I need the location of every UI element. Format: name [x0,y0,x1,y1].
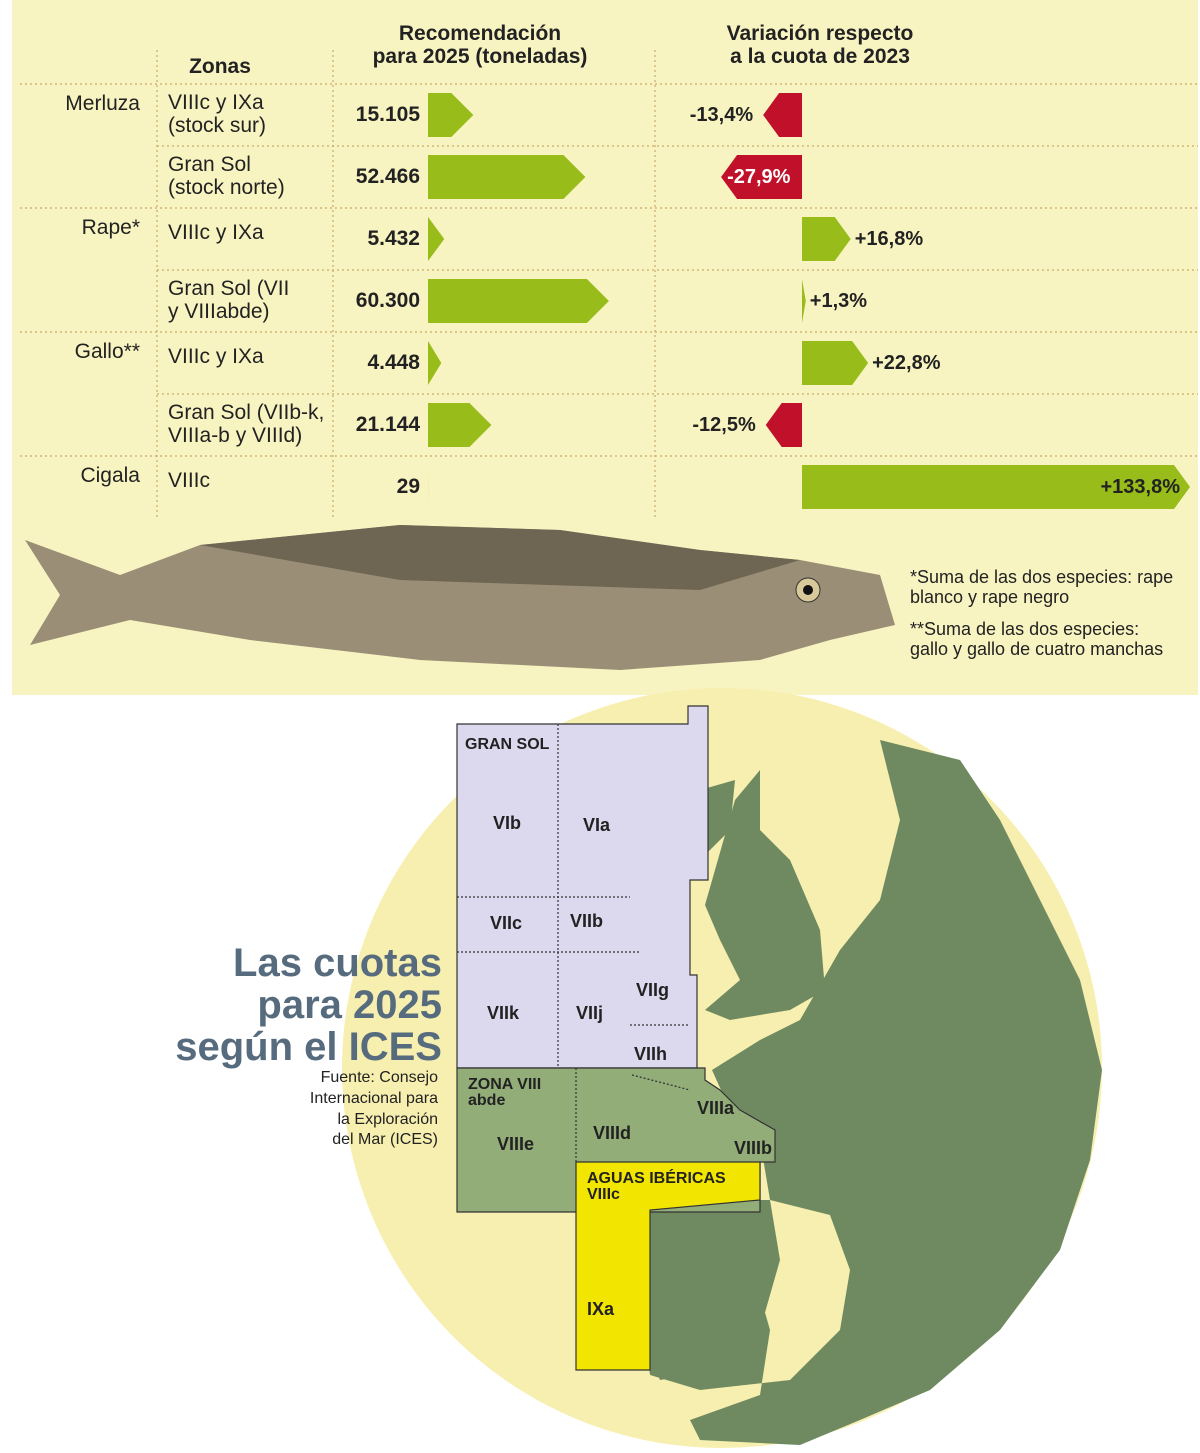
species-label: Merluza [65,92,140,115]
variation-label: +22,8% [872,352,941,374]
variation-label: -12,5% [692,414,756,436]
tonnes-label: 4.448 [367,351,420,374]
zone-map-label: VIIh [634,1044,668,1064]
tonnes-label: 52.466 [355,165,420,188]
variation-label: -27,9% [727,166,791,188]
variation-bar [802,341,869,385]
zone-map-label: VIIg [636,980,670,1000]
zone-map-label: VIb [493,813,522,833]
zone-map-label: VIIj [576,1003,604,1023]
footnote: *Suma de las dos especies: rape blanco y… [910,567,1174,607]
zone-map-label: VIIc [490,913,523,933]
variation-bar [763,93,802,137]
variation-bar [802,279,806,323]
tonnes-label: 21.144 [355,413,420,436]
zone-label: VIIIc y IXa (stock sur) [168,91,267,138]
zone-map-label: VIIIa [697,1098,735,1118]
tonnes-bar [428,279,609,323]
zone-label: VIIIc y IXa [168,221,264,244]
column-header: Variación respecto a la cuota de 2023 [726,22,914,69]
species-label: Gallo** [74,340,140,363]
variation-label: +133,8% [1100,476,1181,498]
variation-bar [802,465,1191,509]
land [615,740,1102,1445]
variation-bar [802,217,851,261]
zone-map-label: VIIId [593,1123,632,1143]
variation-bar [765,403,802,447]
tonnes-label: 15.105 [355,103,420,126]
tonnes-bar [428,403,492,447]
tonnes-bar [428,217,445,261]
variation-bar [721,155,802,199]
tonnes-label: 60.300 [355,289,420,312]
column-header: Recomendación para 2025 (toneladas) [372,22,588,69]
zone-label: VIIIc y IXa [168,345,264,368]
species-label: Rape* [81,216,140,239]
zone-map-label: VIa [583,815,611,835]
zone-map-label: VIIb [570,911,604,931]
column-header: Zonas [189,55,251,78]
zone-map-label: AGUAS IBÉRICAS VIIIc [587,1170,726,1203]
footnote: **Suma de las dos especies: gallo y gall… [910,619,1164,659]
tonnes-bar [428,93,474,137]
zone-map-label: VIIIe [497,1134,535,1154]
zone-map-label: GRAN SOL [465,736,550,753]
tonnes-label: 29 [396,475,420,498]
variation-label: +1,3% [809,290,868,312]
source: Fuente: Consejo Internacional para la Ex… [309,1069,438,1149]
tonnes-label: 5.432 [367,227,420,250]
zones [456,705,776,1371]
zone-label: Gran Sol (stock norte) [168,153,285,200]
zone-map-label: IXa [587,1299,615,1319]
map-title: Las cuotas para 2025 según el ICES [175,941,442,1069]
zone-label: Gran Sol (VII y VIIIabde) [168,277,290,324]
zone-label: VIIIc [168,469,211,492]
fish [25,525,895,670]
species-label: Cigala [80,464,140,487]
tonnes-bar [428,155,586,199]
zone-map-label: VIIk [487,1003,520,1023]
variation-label: -13,4% [689,104,754,126]
tonnes-bar [428,341,442,385]
zone-label: Gran Sol (VIIb-k, VIIIa-b y VIIId) [168,401,325,448]
zone-map-label: ZONA VIII abde [468,1076,542,1109]
zone-map-label: VIIIb [734,1138,773,1158]
variation-label: +16,8% [854,228,924,250]
